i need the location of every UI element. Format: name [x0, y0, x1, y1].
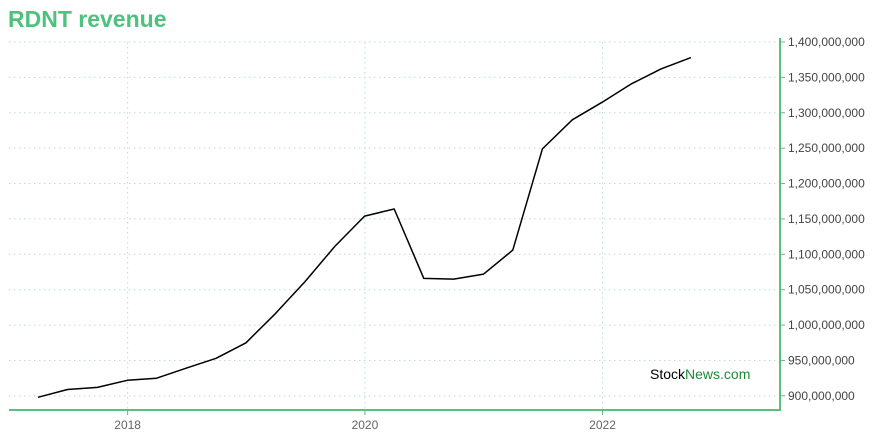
- y-tick-label: 1,300,000,000: [788, 106, 865, 120]
- y-tick-label: 1,350,000,000: [788, 70, 865, 84]
- watermark-part1: Stock: [650, 366, 686, 382]
- y-tick-label: 950,000,000: [788, 353, 855, 367]
- grid: [9, 41, 780, 410]
- watermark-part3: .com: [720, 366, 750, 382]
- axes: [9, 38, 785, 415]
- series: [37, 56, 692, 399]
- x-tick-label: 2022: [589, 418, 616, 432]
- tick-labels: 900,000,000 950,000,000 1,000,000,000 1,050…: [114, 35, 865, 432]
- chart-title: RDNT revenue: [8, 6, 167, 32]
- y-tick-label: 1,150,000,000: [788, 212, 865, 226]
- y-tick-label: 1,200,000,000: [788, 177, 865, 191]
- x-tick-label: 2020: [352, 418, 379, 432]
- x-tick-label: 2018: [114, 418, 141, 432]
- y-tick-label: 1,250,000,000: [788, 141, 865, 155]
- y-tick-label: 1,100,000,000: [788, 247, 865, 261]
- watermark-part2: News: [685, 366, 720, 382]
- y-tick-label: 1,400,000,000: [788, 35, 865, 49]
- y-tick-label: 1,000,000,000: [788, 318, 865, 332]
- y-tick-label: 900,000,000: [788, 389, 855, 403]
- watermark: StockNews.com: [650, 366, 750, 382]
- y-tick-label: 1,050,000,000: [788, 283, 865, 297]
- revenue-series-line: [37, 56, 692, 399]
